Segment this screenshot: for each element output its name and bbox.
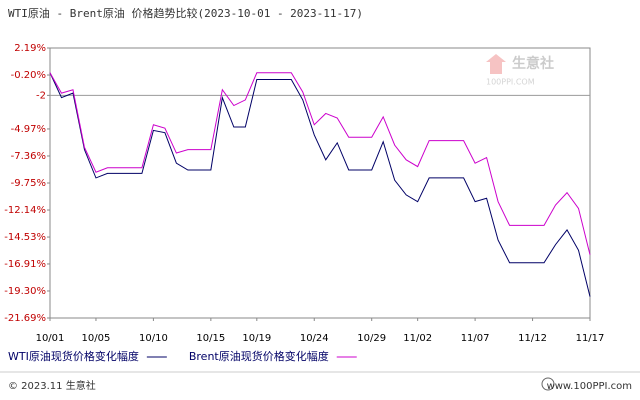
y-tick-label: -7.36% [11, 151, 46, 162]
legend-label: WTI原油现货价格变化幅度 [8, 349, 139, 363]
x-tick-label: 10/24 [300, 333, 329, 344]
footer-logo [541, 377, 555, 391]
x-tick-label: 11/12 [518, 333, 547, 344]
y-tick-label: -0.20% [11, 70, 46, 81]
x-tick-label: 10/01 [36, 333, 65, 344]
x-tick-label: 10/19 [242, 333, 271, 344]
x-tick-label: 10/05 [82, 333, 111, 344]
x-tick-label: 10/29 [357, 333, 386, 344]
y-tick-label: -12.14% [4, 205, 46, 216]
footer-right: www.100PPI.com [547, 381, 632, 392]
x-tick-label: 11/17 [576, 333, 605, 344]
y-tick-label: -2 [36, 90, 46, 101]
footer-left: © 2023.11 生意社 [8, 379, 96, 392]
x-tick-label: 11/02 [403, 333, 432, 344]
y-tick-label: -14.53% [4, 232, 46, 243]
chart-title: WTI原油 - Brent原油 价格趋势比较(2023-10-01 - 2023… [8, 6, 363, 20]
y-tick-label: -9.75% [11, 178, 46, 189]
y-tick-label: 2.19% [14, 43, 46, 54]
y-tick-label: -21.69% [4, 313, 46, 324]
watermark-icon [486, 54, 506, 74]
y-tick-label: -4.97% [11, 124, 46, 135]
series-line [49, 72, 591, 255]
watermark-text: 生意社 [512, 55, 554, 72]
y-tick-label: -16.91% [4, 259, 46, 270]
x-tick-label: 10/10 [139, 333, 168, 344]
watermark-sub: 100PPI.COM [486, 78, 535, 87]
watermark: 生意社 100PPI.COM [486, 54, 554, 87]
series-line [49, 72, 591, 297]
x-tick-label: 11/07 [461, 333, 490, 344]
legend-label: Brent原油现货价格变化幅度 [189, 349, 329, 363]
x-tick-label: 10/15 [196, 333, 225, 344]
y-tick-label: -19.30% [4, 286, 46, 297]
